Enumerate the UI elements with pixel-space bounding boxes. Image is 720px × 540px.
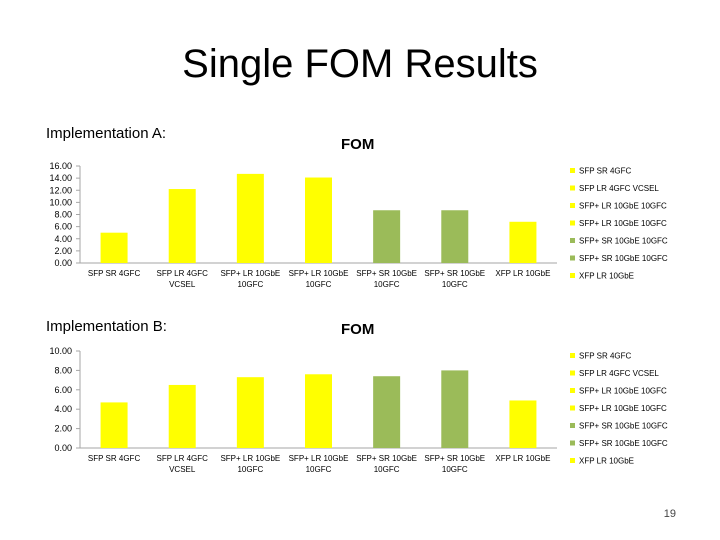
chart-b-legend-entry: SFP+ LR 10GbE 10GFC [579, 387, 667, 396]
chart-b-category-label: SFP+ SR 10GbE 10GFC [356, 454, 417, 474]
chart-b-bar [168, 384, 196, 448]
chart-a-bar [236, 173, 264, 263]
chart-a-legend-entry: SFP LR 4GFC VCSEL [579, 184, 659, 193]
chart-b-y-tick-label: 2.00 [54, 424, 72, 434]
chart-a-y-tick-label: 2.00 [54, 246, 72, 256]
chart-b-legend-entry: SFP+ SR 10GbE 10GFC [579, 439, 668, 448]
chart-b-y-tick-label: 4.00 [54, 404, 72, 414]
chart-a-legend-swatch [570, 185, 575, 191]
chart-b-bar [441, 370, 469, 448]
chart-b: 10.00 8.00 6.00 4.00 2.00 0.00 SFP SR 4GFC SFP … [49, 346, 668, 474]
chart-a-legend-entry: SFP+ LR 10GbE 10GFC [579, 219, 667, 228]
chart-b-bar [305, 374, 332, 448]
chart-a-category-label: SFP+ LR 10GbE 10GFC [220, 269, 280, 289]
chart-b-legend-swatch [570, 405, 575, 411]
chart-a-category-label: SFP LR 4GFC VCSEL [157, 269, 209, 289]
slide-title: Single FOM Results [182, 42, 538, 86]
chart-a-legend-swatch [570, 255, 575, 261]
implementation-b-label: Implementation B: [46, 318, 167, 335]
chart-b-category-label: XFP LR 10GbE [495, 454, 550, 463]
chart-a-legend-swatch [570, 273, 575, 278]
chart-b-legend-swatch [570, 388, 575, 393]
chart-b-title: FOM [341, 321, 375, 338]
chart-b-category-label: SFP+ LR 10GbE 10GFC [289, 454, 349, 474]
chart-a-legend-entry: SFP SR 4GFC [579, 167, 632, 176]
chart-a-y-tick-label: 4.00 [54, 234, 72, 244]
chart-a-category-label: SFP+ LR 10GbE 10GFC [289, 269, 349, 289]
chart-b-category-label: SFP SR 4GFC [88, 454, 141, 463]
chart-b-bar [509, 400, 537, 448]
chart-a-legend-entry: SFP+ SR 10GbE 10GFC [579, 254, 668, 263]
chart-b-legend-swatch [570, 440, 575, 446]
chart-a-legend-entry: SFP+ SR 10GbE 10GFC [579, 237, 668, 246]
chart-b-y-tick-label: 10.00 [49, 346, 72, 356]
chart-b-legend-entry: SFP+ SR 10GbE 10GFC [579, 422, 668, 431]
chart-b-category-label: SFP+ LR 10GbE 10GFC [220, 454, 280, 474]
chart-b-bar [373, 376, 401, 448]
chart-b-legend-entry: SFP SR 4GFC [579, 352, 632, 361]
chart-b-category-label: SFP LR 4GFC VCSEL [157, 454, 209, 474]
chart-b-legend-entry: SFP+ LR 10GbE 10GFC [579, 404, 667, 413]
chart-a-legend-entry: SFP+ LR 10GbE 10GFC [579, 202, 667, 211]
chart-a-y-tick-label: 14.00 [49, 173, 72, 183]
chart-a-bar [373, 210, 401, 263]
chart-b-category-label: SFP+ SR 10GbE 10GFC [424, 454, 485, 474]
chart-b-legend-swatch [570, 423, 575, 428]
chart-a-y-tick-label: 0.00 [54, 258, 72, 268]
chart-a-y-tick-label: 16.00 [49, 161, 72, 171]
chart-a-y-tick-label: 6.00 [54, 222, 72, 232]
implementation-a-label: Implementation A: [46, 125, 167, 142]
page-number: 19 [663, 508, 676, 520]
chart-a-y-tick-label: 12.00 [49, 185, 72, 195]
chart-a-y-tick-label: 10.00 [49, 197, 72, 207]
chart-a-legend-swatch [570, 238, 575, 243]
chart-a-bar [100, 232, 128, 263]
chart-b-legend-swatch [570, 370, 575, 376]
chart-a-category-label: SFP+ SR 10GbE 10GFC [424, 269, 485, 289]
chart-b-bar [236, 377, 264, 448]
chart-a-category-label: XFP LR 10GbE [495, 269, 550, 278]
chart-b-legend-swatch [570, 353, 575, 358]
chart-a-legend-entry: XFP LR 10GbE [579, 272, 634, 281]
chart-b-legend-entry: SFP LR 4GFC VCSEL [579, 369, 659, 378]
chart-a-category-label: SFP+ SR 10GbE 10GFC [356, 269, 417, 289]
chart-b-y-tick-label: 6.00 [54, 385, 72, 395]
chart-b-legend-swatch [570, 458, 575, 463]
chart-a-bar [305, 177, 332, 263]
chart-a-legend-swatch [570, 168, 575, 173]
chart-a-title: FOM [341, 136, 375, 153]
chart-a-bar [509, 221, 537, 263]
chart-a-legend-swatch [570, 220, 575, 226]
chart-a-bar [168, 189, 196, 263]
chart-a: 16.00 14.00 12.00 10.00 8.00 6.00 4.00 2.00 0.00… [49, 161, 668, 289]
chart-b-legend-entry: XFP LR 10GbE [579, 457, 634, 466]
chart-a-y-tick-label: 8.00 [54, 210, 72, 220]
chart-a-category-label: SFP SR 4GFC [88, 269, 141, 278]
chart-b-y-tick-label: 0.00 [54, 443, 72, 453]
chart-b-bar [100, 402, 128, 448]
chart-a-legend-swatch [570, 203, 575, 208]
chart-b-y-tick-label: 8.00 [54, 365, 72, 375]
chart-a-bar [441, 210, 469, 263]
